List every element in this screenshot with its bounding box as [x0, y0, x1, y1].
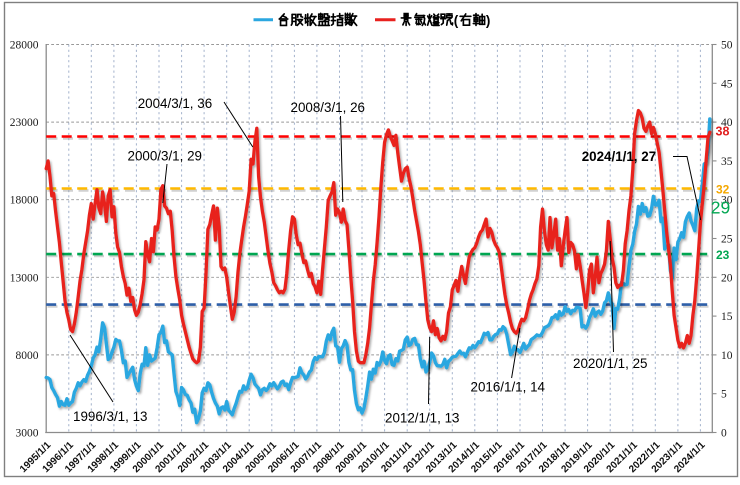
svg-text:25: 25: [721, 234, 733, 246]
svg-text:30: 30: [721, 195, 733, 207]
svg-text:35: 35: [721, 156, 733, 168]
svg-text:10: 10: [721, 350, 733, 362]
svg-text:18000: 18000: [10, 195, 39, 207]
svg-text:2024/1/1, 27: 2024/1/1, 27: [582, 149, 656, 164]
svg-text:8000: 8000: [16, 350, 39, 362]
svg-text:1996/3/1, 13: 1996/3/1, 13: [73, 409, 147, 424]
svg-text:50: 50: [721, 40, 733, 52]
svg-text:28000: 28000: [10, 40, 39, 52]
svg-text:3000: 3000: [16, 428, 39, 440]
svg-text:2016/1/1, 14: 2016/1/1, 14: [471, 380, 546, 395]
svg-text:2012/1/1, 13: 2012/1/1, 13: [385, 411, 459, 426]
svg-text:45: 45: [721, 78, 733, 90]
svg-text:38: 38: [716, 125, 730, 139]
svg-text:2000/3/1, 29: 2000/3/1, 29: [128, 149, 202, 164]
svg-text:2020/1/1, 25: 2020/1/1, 25: [573, 356, 647, 371]
svg-text:): ): [486, 13, 491, 28]
svg-text:(: (: [454, 13, 459, 28]
svg-text:20: 20: [721, 272, 733, 284]
svg-text:2008/3/1, 26: 2008/3/1, 26: [291, 100, 365, 115]
svg-text:32: 32: [716, 183, 730, 197]
svg-text:0: 0: [721, 428, 727, 440]
svg-text:13000: 13000: [10, 272, 39, 284]
svg-text:29: 29: [711, 198, 730, 218]
svg-text:23: 23: [716, 248, 730, 262]
svg-text:23000: 23000: [10, 117, 39, 129]
svg-text:40: 40: [721, 117, 733, 129]
svg-text:15: 15: [721, 311, 733, 323]
svg-text:5: 5: [721, 389, 727, 401]
svg-text:2004/3/1, 36: 2004/3/1, 36: [138, 96, 212, 111]
